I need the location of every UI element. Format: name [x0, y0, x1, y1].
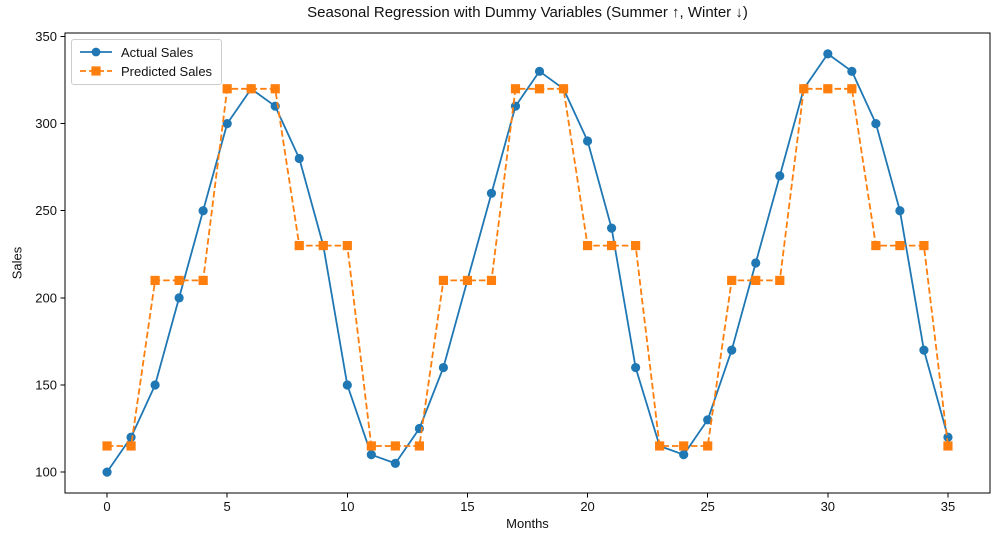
predicted-sales-marker-22	[631, 240, 641, 251]
predicted-sales-marker-21	[606, 240, 617, 251]
actual-sales-line	[106, 53, 949, 473]
x-tick-label-3: 15	[460, 499, 474, 514]
predicted-sales-marker-6	[246, 84, 256, 94]
actual-sales-marker-3	[174, 293, 184, 303]
predicted-sales-marker-28	[775, 275, 785, 286]
y-tick-label-5: 350	[35, 29, 57, 44]
x-tick-label-6: 30	[821, 499, 835, 514]
predicted-sales-marker-5	[222, 84, 232, 94]
predicted-sales-marker-16	[486, 275, 497, 286]
actual-sales-marker-12	[390, 458, 400, 468]
x-tick-label-1: 5	[224, 499, 231, 514]
actual-sales-marker-25	[703, 415, 713, 425]
actual-sales-marker-34	[919, 345, 929, 355]
predicted-sales-marker-13	[414, 441, 424, 451]
x-tick-label-2: 10	[340, 499, 354, 514]
actual-sales-marker-5	[222, 119, 232, 129]
predicted-sales-marker-9	[318, 240, 328, 251]
predicted-sales-marker-15	[462, 275, 473, 286]
actual-sales-marker-2	[150, 380, 160, 390]
actual-sales-marker-18	[534, 66, 545, 76]
predicted-sales-marker-19	[558, 84, 569, 94]
actual-sales-marker-8	[294, 153, 304, 164]
y-axis-label: Sales	[9, 246, 25, 280]
actual-sales-marker-32	[871, 119, 881, 129]
predicted-sales-marker-34	[919, 240, 929, 251]
predicted-sales-marker-10	[342, 240, 352, 251]
predicted-sales-marker-7	[270, 84, 280, 94]
predicted-sales-marker-4	[198, 275, 208, 286]
predicted-sales-marker-31	[847, 84, 857, 94]
x-tick-label-7: 35	[941, 499, 955, 514]
predicted-sales-line	[107, 87, 949, 447]
actual-sales-marker-10	[342, 380, 352, 390]
predicted-sales-marker-25	[703, 441, 713, 451]
x-tick-label-5: 25	[700, 499, 714, 514]
legend-label-actual-sales: Actual Sales	[121, 44, 194, 60]
predicted-sales-marker-20	[582, 240, 593, 251]
predicted-sales-marker-30	[823, 84, 833, 94]
actual-sales-marker-1	[126, 432, 136, 442]
actual-sales-marker-35	[943, 432, 953, 442]
actual-sales-marker-30	[823, 49, 833, 59]
y-tick-label-3: 250	[35, 203, 57, 218]
predicted-sales-marker-1	[126, 441, 136, 451]
actual-sales-marker-22	[631, 362, 641, 373]
legend-label-predicted-sales: Predicted Sales	[121, 63, 213, 79]
predicted-sales-marker-33	[895, 240, 905, 251]
y-tick-label-2: 200	[35, 290, 57, 305]
predicted-sales-marker-35	[943, 441, 953, 451]
predicted-sales-marker-11	[366, 441, 376, 451]
predicted-sales-line-icon	[80, 66, 112, 76]
predicted-sales-marker-3	[174, 275, 184, 286]
axes-frame	[64, 32, 991, 494]
y-tick-label-4: 300	[35, 116, 57, 131]
x-tick-label-4: 20	[580, 499, 594, 514]
x-tick-label-0: 0	[103, 499, 110, 514]
actual-sales-marker-20	[582, 136, 593, 146]
predicted-sales-marker-27	[751, 275, 761, 286]
predicted-sales-marker-32	[871, 240, 881, 251]
predicted-sales-marker-12	[390, 441, 400, 451]
legend-item-actual-sales: Actual Sales	[79, 43, 212, 61]
actual-sales-marker-11	[366, 450, 376, 460]
predicted-sales-marker-23	[655, 441, 665, 451]
predicted-sales-marker-8	[294, 240, 304, 251]
actual-sales-marker-16	[486, 188, 497, 198]
actual-sales-marker-21	[606, 223, 617, 233]
legend-item-predicted-sales: Predicted Sales	[79, 62, 212, 80]
predicted-sales-marker-18	[534, 84, 545, 94]
y-tick-label-0: 100	[35, 465, 57, 480]
actual-sales-marker-4	[198, 206, 208, 216]
actual-sales-marker-33	[895, 206, 905, 216]
chart-title: Seasonal Regression with Dummy Variables…	[307, 4, 748, 21]
y-tick-label-1: 150	[35, 377, 57, 392]
actual-sales-marker-24	[679, 450, 689, 460]
predicted-sales-marker-26	[727, 275, 737, 286]
predicted-sales-marker-29	[799, 84, 809, 94]
predicted-sales-marker-0	[102, 441, 112, 451]
actual-sales-marker-27	[751, 258, 761, 268]
actual-sales-marker-14	[438, 362, 449, 373]
legend: Actual Sales Predicted Sales	[71, 39, 223, 85]
predicted-sales-marker-24	[679, 441, 689, 451]
predicted-sales-marker-14	[438, 275, 449, 286]
x-axis-label: Months	[506, 516, 549, 531]
actual-sales-marker-0	[102, 467, 112, 477]
predicted-sales-marker-17	[510, 84, 521, 94]
actual-sales-marker-26	[727, 345, 737, 355]
predicted-sales-marker-2	[150, 275, 160, 286]
actual-sales-line-icon	[80, 47, 112, 57]
actual-sales-marker-31	[847, 66, 857, 76]
actual-sales-marker-28	[775, 171, 785, 181]
